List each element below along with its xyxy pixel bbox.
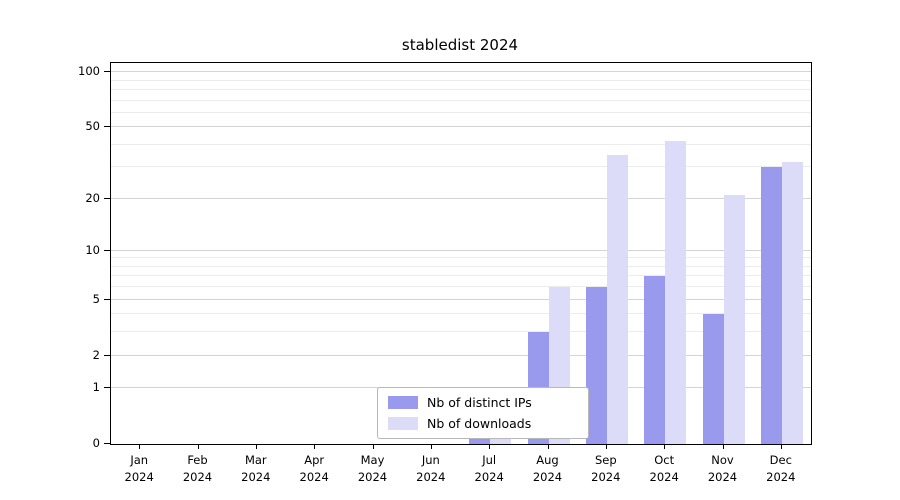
major-gridline [111,354,811,356]
y-tick-label: 10 [85,242,100,257]
x-tick-label: Jan 2024 [124,453,154,484]
legend-label-downloads: Nb of downloads [427,416,532,431]
minor-gridline [111,111,811,113]
bar-downloads-oct-2024 [665,140,687,444]
x-tick-mark [547,444,549,449]
bar-distinct-ips-nov-2024 [702,314,724,444]
minor-gridline [111,265,811,267]
x-tick-mark [314,444,316,449]
bar-downloads-dec-2024 [781,162,803,444]
y-tick-label: 2 [92,347,100,362]
x-tick-label: Nov 2024 [707,453,738,484]
plot-area: Nb of distinct IPs Nb of downloads [110,62,812,445]
x-tick-label: Mar 2024 [241,453,271,484]
legend-swatch-distinct-ips [388,396,418,409]
legend-item-distinct-ips: Nb of distinct IPs [388,395,578,410]
x-tick-label: Oct 2024 [649,453,679,484]
x-tick-mark [722,444,724,449]
y-tick-mark [104,443,110,444]
minor-gridline [111,331,811,333]
y-tick-label: 0 [92,436,100,450]
x-tick-label: Jun 2024 [416,453,446,484]
x-tick-mark [664,444,666,449]
y-tick-mark [104,126,110,128]
y-tick-mark [104,387,110,389]
legend: Nb of distinct IPs Nb of downloads [377,387,589,439]
x-tick-label: Feb 2024 [182,453,213,484]
y-tick-label: 50 [85,119,100,134]
x-tick-label: Jul 2024 [474,453,504,484]
bar-downloads-nov-2024 [723,194,745,444]
y-tick-label: 100 [78,64,100,78]
legend-label-distinct-ips: Nb of distinct IPs [427,395,532,410]
major-gridline [111,197,811,199]
minor-gridline [111,143,811,145]
x-tick-mark [605,444,607,449]
bar-distinct-ips-sep-2024 [585,287,607,444]
legend-item-downloads: Nb of downloads [388,416,578,431]
chart-title: stabledist 2024 [401,36,519,54]
x-tick-mark [430,444,432,449]
minor-gridline [111,88,811,90]
x-tick-mark [255,444,257,449]
bar-distinct-ips-dec-2024 [760,167,782,444]
x-tick-label: Apr 2024 [299,453,329,484]
minor-gridline [111,166,811,168]
y-tick-mark [104,249,110,251]
major-gridline [111,71,811,72]
x-tick-mark [372,444,374,449]
major-gridline [111,249,811,251]
major-gridline [111,298,811,300]
y-tick-label: 5 [92,291,100,306]
x-tick-label: May 2024 [357,453,388,484]
x-tick-label: Dec 2024 [766,453,796,484]
x-tick-mark [489,444,491,449]
x-tick-mark [197,444,199,449]
minor-gridline [111,99,811,101]
x-tick-label: Sep 2024 [591,453,621,484]
bar-downloads-sep-2024 [606,155,628,444]
x-tick-mark [780,444,782,449]
major-gridline [111,126,811,128]
minor-gridline [111,275,811,277]
y-tick-mark [104,298,110,300]
y-tick-label: 1 [92,380,100,395]
bar-distinct-ips-oct-2024 [644,276,666,444]
minor-gridline [111,79,811,81]
minor-gridline [111,257,811,259]
y-tick-mark [104,71,110,72]
y-tick-mark [104,197,110,199]
x-tick-label: Aug 2024 [532,453,563,484]
y-tick-label: 20 [85,190,100,205]
x-tick-mark [139,444,141,449]
minor-gridline [111,313,811,315]
minor-gridline [111,286,811,288]
y-tick-mark [104,354,110,356]
legend-swatch-downloads [388,417,418,430]
